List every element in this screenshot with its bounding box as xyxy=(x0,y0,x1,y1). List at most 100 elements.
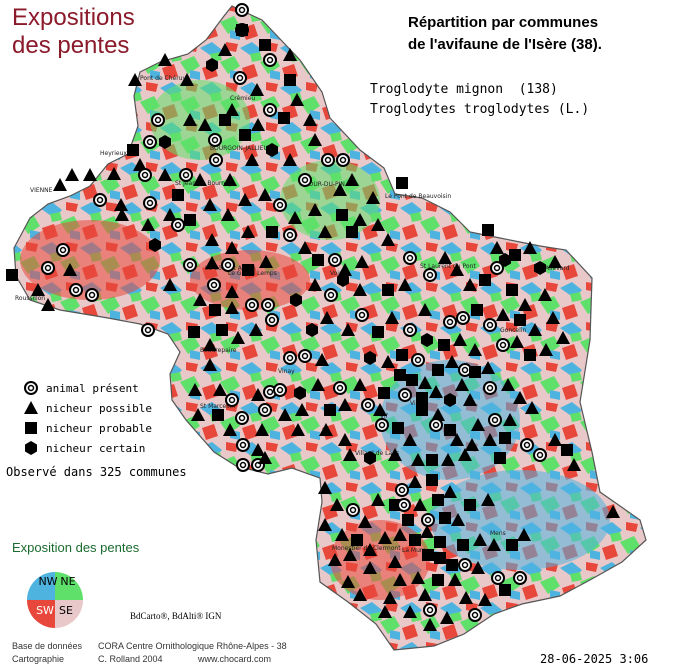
marker-possible xyxy=(403,605,417,618)
marker-probable xyxy=(219,114,231,126)
marker-possible xyxy=(41,298,55,311)
marker-possible xyxy=(443,485,457,498)
marker-probable xyxy=(396,177,408,189)
marker-possible xyxy=(468,343,482,356)
marker-certain xyxy=(266,143,278,157)
place-label: TOUR-DU-PIN xyxy=(304,181,345,188)
marker-probable xyxy=(6,269,18,281)
species-latin-name: Troglodytes troglodytes (L.) xyxy=(370,102,590,117)
marker-possible xyxy=(225,301,239,314)
marker-possible xyxy=(163,208,177,221)
marker-present xyxy=(429,418,443,432)
marker-present xyxy=(235,411,249,425)
species-common-name: Troglodyte mignon (138) xyxy=(370,82,558,97)
marker-probable xyxy=(434,536,446,548)
quadrant-ne: NE xyxy=(60,575,75,588)
marker-possible xyxy=(205,233,219,246)
marker-possible xyxy=(418,588,432,601)
marker-present xyxy=(209,153,223,167)
marker-possible xyxy=(510,335,524,348)
marker-present xyxy=(283,228,297,242)
marker-possible xyxy=(298,241,312,254)
marker-present xyxy=(236,438,250,452)
marker-possible xyxy=(450,263,464,276)
marker-probable xyxy=(127,144,139,156)
marker-possible xyxy=(83,168,97,181)
marker-possible xyxy=(353,213,367,226)
place-label: Heyrieux xyxy=(100,150,127,157)
credits-row-cartography: Cartographie C. Rolland 2004 www.chocard.c… xyxy=(12,653,287,666)
marker-possible xyxy=(308,133,322,146)
marker-probable xyxy=(416,392,428,404)
marker-possible xyxy=(363,561,377,574)
marker-possible xyxy=(385,311,399,324)
marker-possible xyxy=(335,528,349,541)
place-label: St Laurent du Pont xyxy=(420,263,476,270)
marker-possible xyxy=(223,423,237,436)
marker-probable xyxy=(188,326,200,338)
marker-possible xyxy=(203,358,217,371)
marker-present xyxy=(251,458,265,472)
marker-possible xyxy=(453,333,467,346)
map-title-line1: Expositions xyxy=(12,4,135,31)
marker-present xyxy=(361,398,375,412)
marker-possible xyxy=(308,278,322,291)
observed-count: Observé dans 325 communes xyxy=(6,465,187,479)
marker-possible xyxy=(218,43,232,56)
marker-possible xyxy=(225,241,239,254)
marker-probable xyxy=(499,432,511,444)
marker-present xyxy=(221,258,235,272)
marker-present xyxy=(273,383,287,397)
marker-possible xyxy=(278,408,292,421)
marker-probable xyxy=(434,552,446,564)
place-label: Vinay xyxy=(278,368,295,375)
marker-possible xyxy=(163,278,177,291)
marker-possible xyxy=(450,433,464,446)
quadrant-sw: SW xyxy=(36,604,54,617)
marker-possible xyxy=(441,453,455,466)
marker-possible xyxy=(343,548,357,561)
marker-present xyxy=(423,268,437,282)
marker-present xyxy=(468,608,482,622)
marker-probable xyxy=(439,512,451,524)
marker-present xyxy=(533,448,547,462)
marker-certain xyxy=(306,323,318,337)
marker-probable xyxy=(236,24,248,36)
place-label: St Marcellin xyxy=(200,403,235,410)
marker-possible xyxy=(556,331,570,344)
marker-certain xyxy=(206,58,218,72)
square-icon xyxy=(25,422,37,434)
marker-possible xyxy=(343,448,357,461)
marker-probable xyxy=(209,304,221,316)
marker-possible xyxy=(53,178,67,191)
place-label: Pont de Chéruy xyxy=(140,75,186,82)
marker-possible xyxy=(283,153,297,166)
marker-possible xyxy=(501,378,515,391)
marker-possible xyxy=(525,401,539,414)
marker-possible xyxy=(471,561,485,574)
marker-probable xyxy=(324,404,336,416)
legend: animal présent nicheur possible nicheur … xyxy=(22,378,152,458)
marker-present xyxy=(333,381,347,395)
marker-possible xyxy=(251,388,265,401)
marker-possible xyxy=(458,448,472,461)
marker-possible xyxy=(363,543,377,556)
marker-possible xyxy=(205,256,219,269)
marker-possible xyxy=(490,241,504,254)
marker-present xyxy=(283,351,297,365)
legend-item-possible: nicheur possible xyxy=(22,398,152,418)
marker-present xyxy=(225,393,239,407)
marker-possible xyxy=(373,403,387,416)
marker-probable xyxy=(482,224,494,236)
marker-possible xyxy=(517,528,531,541)
marker-probable xyxy=(216,324,228,336)
quadrant-se: SE xyxy=(59,604,73,617)
place-label: Roussillon xyxy=(15,295,45,302)
marker-possible xyxy=(315,353,329,366)
marker-possible xyxy=(388,555,402,568)
marker-possible xyxy=(353,588,367,601)
marker-probable xyxy=(372,326,384,338)
marker-probable xyxy=(432,494,444,506)
marker-probable xyxy=(312,254,324,266)
marker-present xyxy=(355,308,369,322)
